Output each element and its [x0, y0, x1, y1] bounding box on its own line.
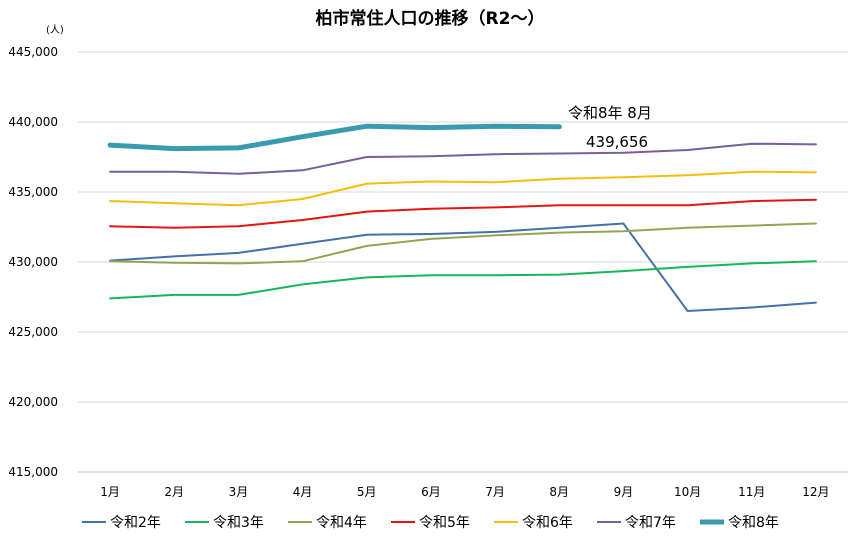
legend-item: 令和6年: [494, 515, 573, 531]
series-lines: [107, 123, 817, 312]
legend-label: 令和3年: [213, 515, 264, 531]
y-tick-label: 435,000: [8, 185, 58, 199]
series-line-令和3年: [109, 260, 817, 300]
series-line-令和2年: [109, 222, 817, 312]
series-line-令和6年: [109, 170, 817, 207]
x-tick-label: 11月: [738, 485, 765, 499]
legend-label: 令和4年: [316, 515, 367, 531]
x-tick-label: 3月: [229, 485, 249, 499]
legend-item: 令和4年: [288, 515, 367, 531]
x-tick-label: 10月: [674, 485, 701, 499]
legend-item: 令和5年: [391, 515, 470, 531]
legend-item: 令和3年: [185, 515, 264, 531]
y-tick-label: 415,000: [8, 465, 58, 479]
legend: 令和2年 令和3年 令和4年 令和5年 令和6年 令和7年 令和8年: [82, 515, 779, 531]
legend-item: 令和2年: [82, 515, 161, 531]
x-tick-label: 8月: [549, 485, 569, 499]
x-tick-label: 9月: [614, 485, 634, 499]
legend-item: 令和7年: [597, 515, 676, 531]
y-tick-label: 440,000: [8, 115, 58, 129]
series-line-令和8年: [107, 123, 562, 152]
y-tick-label: 425,000: [8, 325, 58, 339]
x-tick-label: 6月: [421, 485, 441, 499]
legend-label: 令和2年: [110, 515, 161, 531]
legend-label: 令和7年: [625, 515, 676, 531]
annotation-label: 令和8年 8月 439,656: [568, 104, 652, 151]
legend-label: 令和8年: [728, 515, 779, 531]
legend-label: 令和5年: [419, 515, 470, 531]
y-tick-label: 430,000: [8, 255, 58, 269]
legend-item: 令和8年: [700, 515, 779, 531]
series-line-令和4年: [109, 222, 817, 265]
x-tick-labels: 1月 2月 3月 4月 5月 6月 7月 8月 9月 10月 11月 12月: [100, 485, 829, 499]
x-tick-label: 12月: [802, 485, 829, 499]
annotation-line1: 令和8年 8月: [568, 104, 652, 122]
chart-title: 柏市常住人口の推移（R2～）: [316, 8, 545, 29]
x-tick-label: 2月: [164, 485, 184, 499]
series-line-令和5年: [109, 198, 817, 229]
x-tick-label: 1月: [100, 485, 120, 499]
y-axis-unit: (人): [46, 24, 64, 36]
x-tick-label: 4月: [293, 485, 313, 499]
annotation-line2: 439,656: [586, 133, 648, 151]
series-line-令和7年: [109, 142, 817, 175]
y-tick-label: 445,000: [8, 45, 58, 59]
legend-label: 令和6年: [522, 515, 573, 531]
x-tick-label: 7月: [485, 485, 505, 499]
y-tick-labels: 415,000 420,000 425,000 430,000 435,000 440,0…: [8, 45, 58, 479]
y-tick-label: 420,000: [8, 395, 58, 409]
grid-lines: [78, 51, 848, 403]
x-tick-label: 5月: [357, 485, 377, 499]
